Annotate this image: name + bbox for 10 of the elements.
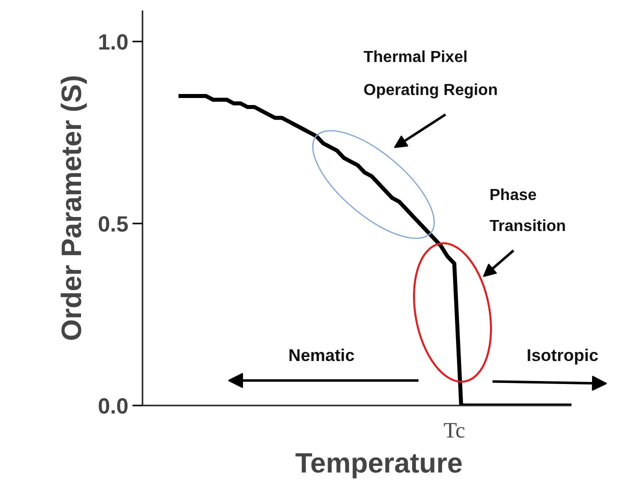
x-axis-title: Temperature [295, 448, 463, 478]
y-tick-label: 0.5 [98, 211, 129, 236]
y-axis-title: Order Parameter (S) [56, 74, 87, 342]
annotation: Phase Transition [490, 187, 566, 235]
annotation: Thermal Pixel Operating Region [364, 49, 498, 99]
y-tick-label: 1.0 [98, 29, 129, 54]
annotation: Isotropic [526, 346, 598, 365]
y-tick-label: 0.0 [98, 394, 129, 418]
x-tick-label: Tc [443, 418, 466, 442]
annotation: Nematic [288, 346, 355, 365]
